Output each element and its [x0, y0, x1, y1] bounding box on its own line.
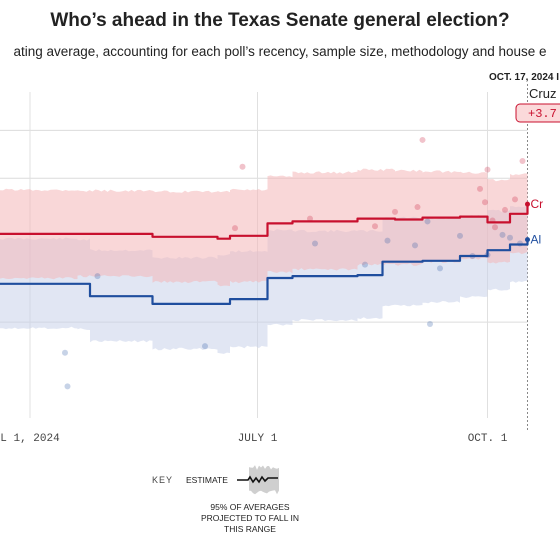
poll-dot-21 [482, 199, 488, 206]
callout-candidate-name: Cruz [529, 86, 556, 101]
average-line-cruz [0, 204, 529, 240]
key-estimate-label: ESTIMATE [186, 475, 228, 485]
poll-dots [62, 136, 526, 390]
poll-dot-31 [519, 158, 526, 165]
poll-dot-7 [312, 240, 318, 247]
average-lines [0, 201, 530, 305]
poll-dot-20 [477, 185, 483, 192]
series-label-cruz: Cr [531, 197, 544, 211]
poll-dot-4 [232, 225, 238, 232]
poll-dot-29 [512, 196, 518, 203]
key-label: KEY [152, 475, 173, 485]
uncertainty-bands [0, 168, 528, 354]
poll-dot-8 [362, 261, 368, 268]
poll-dot-11 [392, 208, 398, 215]
x-tick-label-2: OCT. 1 [468, 433, 508, 445]
poll-dot-6 [307, 215, 313, 222]
current-date-label: OCT. 17, 2024 I [489, 72, 559, 83]
poll-dot-3 [202, 343, 208, 350]
key-range-line-1: 95% OF AVERAGES [210, 502, 290, 512]
poll-dot-23 [484, 166, 491, 173]
poll-dot-12 [412, 242, 418, 249]
poll-dot-16 [427, 321, 433, 328]
poll-dot-9 [372, 223, 378, 230]
average-line-allred [0, 239, 529, 305]
poll-dot-14 [419, 136, 426, 143]
x-tick-label-1: JULY 1 [238, 433, 278, 445]
chart-title: Who’s ahead in the Texas Senate general … [50, 10, 510, 31]
poll-dot-26 [499, 231, 506, 238]
poll-dot-17 [437, 265, 443, 272]
key-range-line-3: THIS RANGE [224, 524, 276, 534]
x-axis: L 1, 2024 JULY 1 OCT. 1 [0, 433, 507, 445]
callout-margin-badge: +3.7 [515, 103, 560, 123]
line-end-cruz [525, 201, 530, 207]
line-end-allred [525, 237, 530, 243]
key-estimate-line [237, 475, 278, 484]
poll-dot-28 [507, 234, 513, 241]
poll-dot-27 [502, 206, 508, 213]
poll-dot-10 [384, 237, 391, 244]
chart-key: KEY ESTIMATE 95% OF AVERAGES PROJECTED T… [152, 465, 299, 534]
poll-dot-0 [62, 349, 68, 356]
series-label-allred: Al [531, 233, 542, 247]
x-tick-label-0: L 1, 2024 [0, 433, 60, 445]
poll-dot-15 [424, 218, 431, 225]
poll-dot-25 [492, 224, 498, 231]
chart-subtitle: ating average, accounting for each poll’… [13, 44, 547, 59]
poll-dot-18 [457, 232, 463, 239]
band-cruz [0, 168, 528, 287]
callout-margin-value: +3.7 [528, 107, 557, 121]
poll-dot-5 [239, 163, 246, 170]
poll-dot-1 [64, 383, 71, 390]
poll-dot-2 [94, 273, 101, 280]
series-labels: Cr Al [531, 197, 544, 246]
key-range-line-2: PROJECTED TO FALL IN [201, 513, 299, 523]
poll-dot-13 [414, 204, 421, 211]
